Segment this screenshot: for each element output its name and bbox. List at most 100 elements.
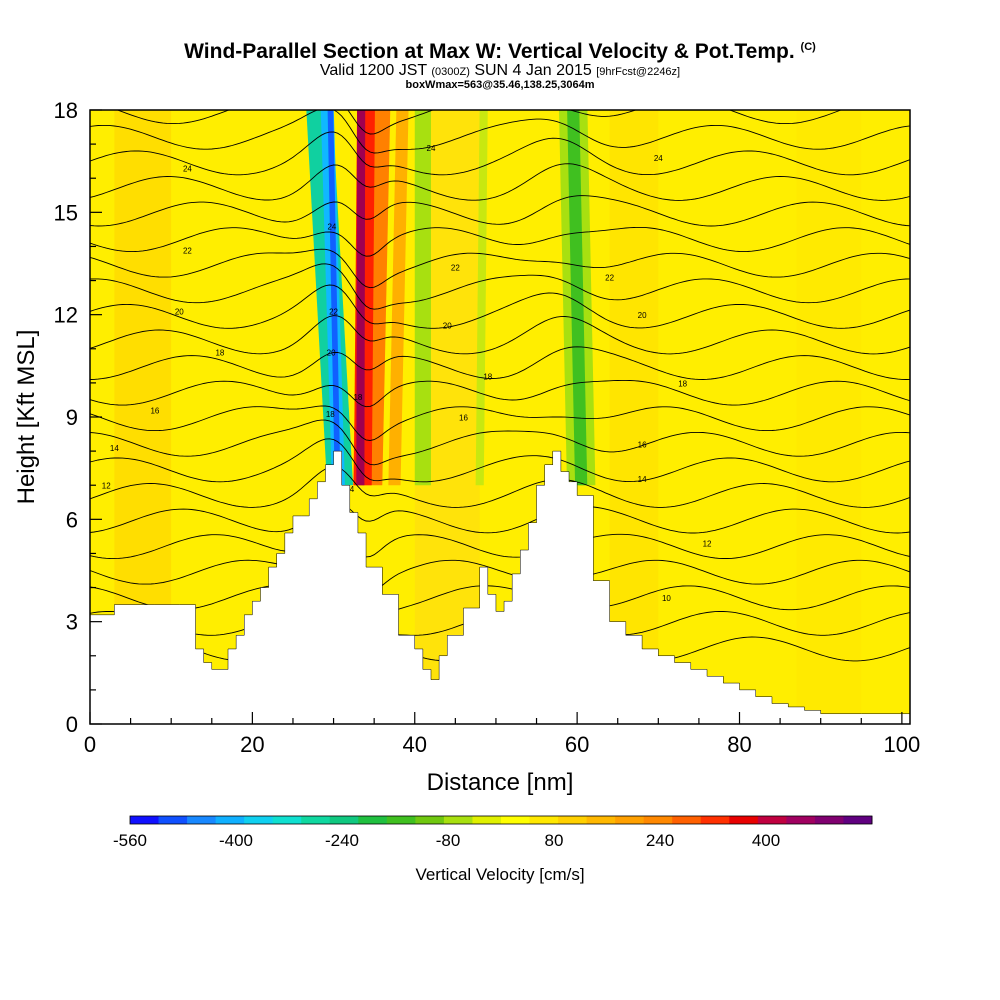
contour-label: 14	[110, 444, 119, 453]
colorbar-swatch	[501, 816, 531, 824]
theta-contour	[90, 405, 910, 441]
theta-contour	[90, 502, 910, 534]
theta-contour	[90, 438, 910, 483]
theta-contour	[116, 110, 843, 135]
y-tick-label: 3	[66, 610, 78, 635]
colorbar-tick-label: -400	[219, 831, 253, 850]
colorbar-label: Vertical Velocity [cm/s]	[415, 865, 584, 884]
contour-label: 20	[175, 308, 184, 317]
theta-contour	[90, 379, 910, 408]
contour-label: 18	[483, 372, 492, 381]
colorbar-swatch	[643, 816, 673, 824]
theta-contour	[90, 284, 910, 329]
field-patch	[796, 110, 862, 724]
velocity-band	[327, 110, 341, 486]
colorbar-tick-label: -560	[113, 831, 147, 850]
colorbar-swatch	[386, 816, 416, 824]
y-tick-label: 12	[54, 303, 78, 328]
colorbar-swatch	[329, 816, 359, 824]
colorbar-tick-label: 80	[545, 831, 564, 850]
colorbar-tick-label: 240	[646, 831, 674, 850]
theta-contour	[90, 248, 910, 289]
terrain-polygon	[89, 450, 911, 725]
theta-contour	[90, 576, 910, 621]
contour-label: 12	[102, 482, 111, 491]
colorbar-swatch	[672, 816, 702, 824]
contour-label: 20	[443, 321, 452, 330]
velocity-band	[356, 110, 366, 486]
colorbar-swatch	[301, 816, 331, 824]
theta-contour	[90, 263, 910, 310]
theta-contour	[90, 559, 910, 593]
theta-contour	[90, 315, 910, 355]
contour-label: 14	[345, 485, 354, 494]
valid-time: Valid 1200 JST (0300Z) SUN 4 Jan 2015 [9…	[319, 62, 681, 79]
colorbar-swatch	[215, 816, 245, 824]
contour-label: 16	[638, 441, 647, 450]
contour-label: 18	[215, 349, 224, 358]
colorbar-swatch	[558, 816, 588, 824]
colorbar-swatch	[586, 816, 616, 824]
x-tick-label: 80	[727, 732, 751, 757]
colorbar-swatch	[244, 816, 274, 824]
y-tick-label: 0	[66, 712, 78, 737]
x-tick-label: 20	[240, 732, 264, 757]
velocity-band	[567, 110, 588, 486]
colorbar-swatch	[729, 816, 759, 824]
colorbar-frame	[129, 815, 873, 825]
colorbar-swatch	[700, 816, 730, 824]
y-tick-label: 18	[54, 98, 78, 123]
x-tick-label: 60	[565, 732, 589, 757]
theta-contour	[90, 195, 910, 227]
theta-contour	[90, 110, 910, 154]
contour-label: 24	[427, 144, 436, 153]
colorbar-swatch	[529, 816, 559, 824]
contour-label: 20	[638, 311, 647, 320]
contour-label: 22	[329, 308, 338, 317]
y-tick-label: 9	[66, 405, 78, 430]
colorbar-swatch	[843, 816, 873, 824]
box-info: boxWmax=563@35.46,138.25,3064m	[405, 79, 595, 91]
contour-label: 16	[150, 407, 159, 416]
theta-contour	[90, 226, 910, 257]
colorbar-swatch	[814, 816, 844, 824]
colorbar-swatch	[272, 816, 302, 824]
contour-label: 10	[662, 594, 671, 603]
chart-title: Wind-Parallel Section at Max W: Vertical…	[184, 40, 816, 63]
contour-label: 14	[638, 475, 647, 484]
velocity-band	[414, 110, 431, 486]
x-tick-label: 100	[884, 732, 921, 757]
colorbar-tick-label: -240	[325, 831, 359, 850]
colorbar-tick-label: -80	[436, 831, 461, 850]
velocity-field	[90, 110, 910, 724]
colorbar-swatch	[786, 816, 816, 824]
contour-label: 18	[353, 393, 362, 402]
contour-label: 24	[183, 164, 192, 173]
colorbar: -560 -400 -240 -80 80 240 400	[113, 815, 873, 850]
colorbar-swatch	[757, 816, 787, 824]
x-tick-label: 0	[84, 732, 96, 757]
contour-label: 22	[451, 263, 460, 272]
colorbar-swatch	[472, 816, 502, 824]
contour-label: 18	[678, 379, 687, 388]
terrain-mask	[89, 450, 911, 725]
contour-label: 20	[327, 349, 336, 358]
x-tick-label: 40	[403, 732, 427, 757]
y-axis-title: Height [Kft MSL]	[13, 330, 40, 505]
y-tick-label: 15	[54, 200, 78, 225]
theta-contour	[90, 533, 910, 560]
y-tick-label: 6	[66, 507, 78, 532]
colorbar-swatch	[158, 816, 188, 824]
colorbar-tick-label: 400	[752, 831, 780, 850]
x-axis-title: Distance [nm]	[427, 769, 574, 796]
x-axis: 0 20 40 60 80 100	[84, 712, 920, 757]
contour-label: 18	[326, 410, 335, 419]
colorbar-swatch	[187, 816, 217, 824]
contour-label: 22	[183, 246, 192, 255]
theta-contour	[90, 163, 910, 201]
contour-label: 24	[327, 222, 336, 231]
velocity-band	[475, 110, 488, 486]
theta-contour	[90, 346, 910, 380]
colorbar-swatch	[358, 816, 388, 824]
